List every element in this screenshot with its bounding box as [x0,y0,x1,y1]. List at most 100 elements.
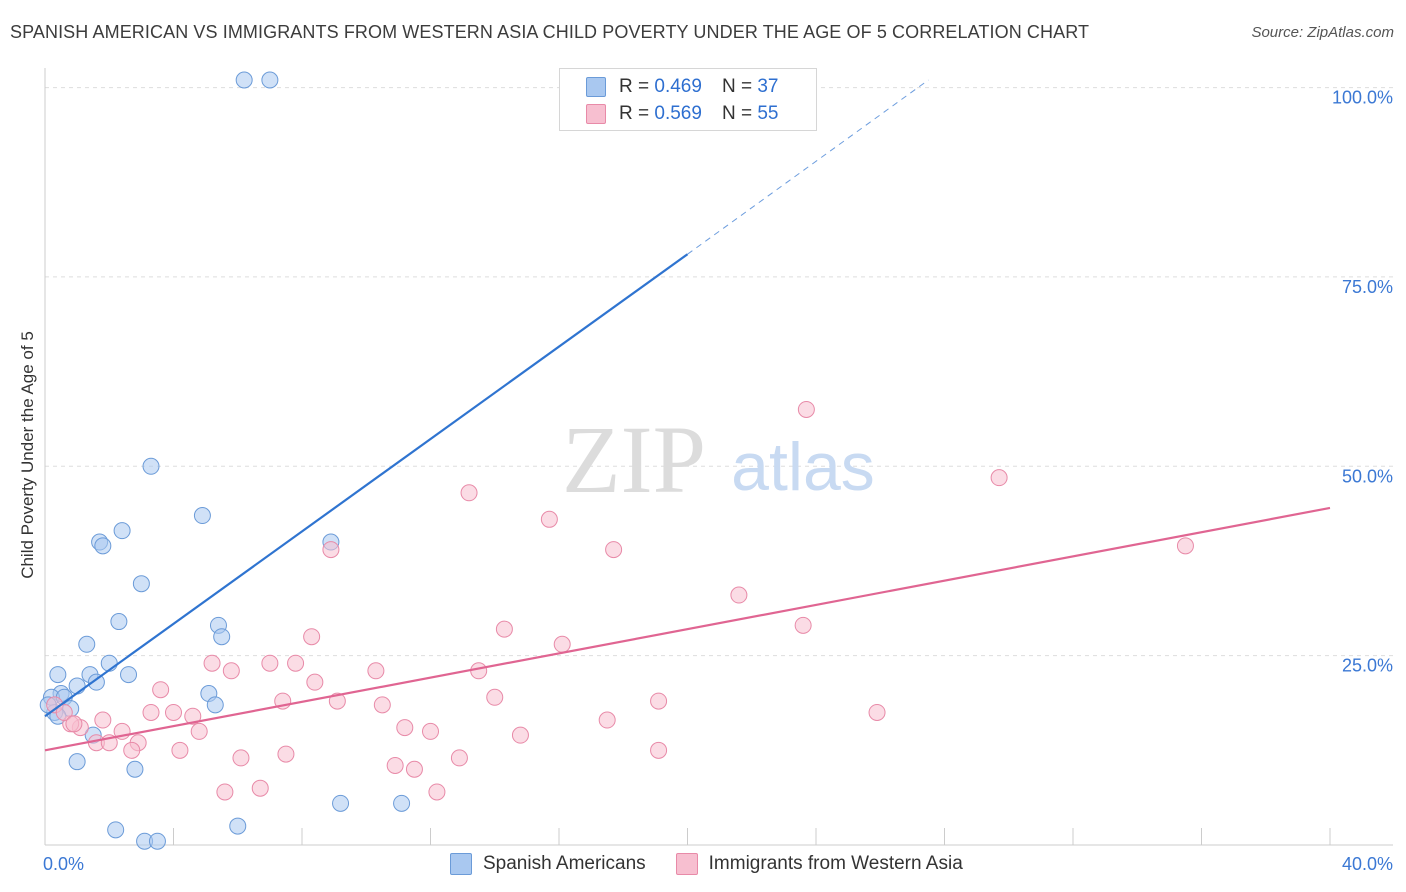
legend-r-value: 0.569 [654,103,702,124]
series-legend: Spanish Americans Immigrants from Wester… [450,853,993,875]
point-western-asia [232,749,250,767]
axes [44,68,1393,846]
point-western-asia [396,719,414,737]
chart-title: SPANISH AMERICAN VS IMMIGRANTS FROM WEST… [10,22,1090,42]
legend-swatch-pink [675,853,698,875]
point-western-asia [486,688,504,706]
point-spanish-americans [148,832,166,850]
legend-swatch-pink [586,104,606,124]
point-western-asia [1176,537,1194,555]
point-western-asia [553,635,571,653]
legend-label: Spanish Americans [483,853,646,874]
point-western-asia [650,741,668,759]
trend-line-spanish-americans [44,253,689,718]
point-western-asia [794,616,812,634]
point-western-asia [165,703,182,721]
point-western-asia [94,711,112,729]
point-western-asia [65,715,83,733]
point-western-asia [598,711,616,729]
point-western-asia [373,696,391,714]
correlation-legend: R = 0.469 N = 37 R = 0.569 N = 55 [559,68,817,131]
watermark-atlas: atlas [731,429,875,505]
point-spanish-americans [49,666,67,684]
trend-lines [44,79,1331,752]
point-western-asia [190,722,208,740]
point-western-asia [251,779,269,797]
point-western-asia [123,741,141,759]
watermark: ZIP atlas [562,406,875,513]
point-western-asia [470,662,488,680]
data-points [39,71,1194,850]
legend-swatch-blue [450,853,472,875]
legend-label: Immigrants from Western Asia [708,853,963,874]
point-spanish-americans [126,760,144,778]
point-spanish-americans [193,507,211,525]
y-tick-label: 25.0% [1342,656,1393,676]
legend-row-spanish: R = 0.469 N = 37 [586,75,778,99]
point-western-asia [171,741,189,759]
point-western-asia [405,760,423,778]
point-western-asia [367,662,385,680]
point-western-asia [730,586,748,604]
point-western-asia [450,749,468,767]
point-western-asia [222,662,240,680]
legend-r-label: R = [619,76,650,97]
legend-item-spanish-americans[interactable]: Spanish Americans [450,853,646,875]
point-western-asia [216,783,234,801]
point-western-asia [540,510,558,528]
point-spanish-americans [261,71,279,89]
legend-swatch-blue [586,77,606,97]
point-western-asia [650,692,668,710]
point-spanish-americans [107,821,125,839]
y-axis-label: Child Poverty Under the Age of 5 [18,331,37,579]
point-spanish-americans [110,613,128,631]
tick-labels: 25.0% 50.0% 75.0% 100.0% 0.0% 40.0% [43,88,1393,874]
legend-r-label: R = [619,103,650,124]
point-western-asia [328,692,346,710]
point-spanish-americans [132,575,150,593]
legend-item-western-asia[interactable]: Immigrants from Western Asia [675,853,963,875]
point-spanish-americans [120,666,138,684]
point-western-asia [306,673,324,691]
point-spanish-americans [332,794,350,812]
watermark-zip: ZIP [562,406,706,513]
point-spanish-americans [113,522,131,540]
point-western-asia [460,484,478,502]
legend-n-value: 37 [757,76,779,97]
point-spanish-americans [142,457,160,475]
point-spanish-americans [87,673,105,691]
trend-line-western-asia [44,506,1331,752]
point-western-asia [868,703,886,721]
point-western-asia [277,745,295,763]
point-western-asia [428,783,446,801]
point-western-asia [142,703,160,721]
point-western-asia [303,628,321,646]
point-western-asia [55,703,73,721]
point-spanish-americans [68,677,86,695]
point-western-asia [797,400,815,418]
point-western-asia [261,654,279,672]
point-spanish-americans [213,628,231,646]
legend-n-label: N = [721,103,753,124]
y-tick-label: 50.0% [1342,466,1393,486]
point-western-asia [152,681,170,699]
point-spanish-americans [229,817,247,835]
point-western-asia [511,726,529,744]
point-western-asia [322,541,340,559]
point-western-asia [287,654,305,672]
point-western-asia [386,756,404,774]
point-spanish-americans [235,71,253,89]
x-tick-label: 0.0% [43,854,84,874]
legend-n-value: 55 [757,103,779,124]
point-western-asia [422,722,439,740]
y-tick-label: 75.0% [1342,277,1393,297]
legend-r-value: 0.469 [654,76,702,97]
point-spanish-americans [393,794,411,812]
x-tick-label: 40.0% [1342,854,1393,874]
point-western-asia [605,541,623,559]
legend-row-western-asia: R = 0.569 N = 55 [586,102,778,126]
point-spanish-americans [206,696,224,714]
source-label: Source: ZipAtlas.com [1251,24,1394,41]
legend-n-label: N = [721,76,753,97]
